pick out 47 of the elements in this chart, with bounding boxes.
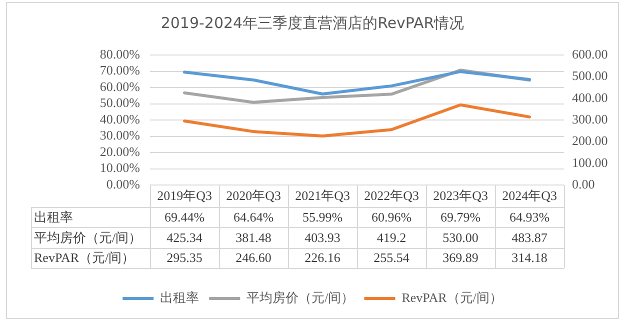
y-tick-label: 60.00% xyxy=(100,78,140,94)
data-label: 246.60 xyxy=(236,250,272,266)
y2-tick-label: 0.00 xyxy=(572,176,595,192)
data-label: 295.35 xyxy=(166,250,202,266)
data-label: 60.96% xyxy=(371,210,412,225)
data-label: 255.54 xyxy=(374,250,410,266)
y-tick-label: 70.00% xyxy=(100,62,140,78)
y-tick-label: 20.00% xyxy=(100,144,140,159)
data-label: 64.64% xyxy=(233,210,274,225)
legend-label: 平均房价（元/间） xyxy=(246,290,354,305)
data-label: 69.44% xyxy=(164,210,205,225)
y-tick-label: 0.00% xyxy=(106,176,140,192)
data-label: 403.93 xyxy=(304,230,340,245)
legend-label: 出租率 xyxy=(160,290,200,305)
data-label: 530.00 xyxy=(442,230,478,245)
y2-tick-label: 500.00 xyxy=(572,68,608,84)
data-label: 69.79% xyxy=(440,210,481,225)
y-tick-label: 40.00% xyxy=(100,111,140,126)
x-tick-label: 2020年Q3 xyxy=(226,188,281,204)
y2-tick-label: 300.00 xyxy=(572,111,608,126)
x-tick-label: 2023年Q3 xyxy=(433,188,488,204)
y-tick-label: 10.00% xyxy=(100,160,140,176)
data-label: 226.16 xyxy=(304,250,341,266)
y2-tick-label: 100.00 xyxy=(572,154,608,170)
y2-tick-label: 600.00 xyxy=(572,46,608,62)
data-label: 64.93% xyxy=(509,210,550,225)
data-label: 483.87 xyxy=(512,230,548,245)
y-tick-label: 50.00% xyxy=(100,95,140,110)
y2-tick-label: 200.00 xyxy=(572,133,608,148)
data-label: 314.18 xyxy=(512,250,548,266)
data-label: 381.48 xyxy=(236,230,272,245)
x-tick-label: 2021年Q3 xyxy=(295,188,350,204)
text: 出租率 xyxy=(34,210,73,225)
legend-label: RevPAR（元/间） xyxy=(402,290,502,305)
data-label: 425.34 xyxy=(166,230,203,245)
data-label: 55.99% xyxy=(302,210,343,225)
y-tick-label: 30.00% xyxy=(100,128,140,143)
y2-tick-label: 400.00 xyxy=(572,90,608,105)
x-tick-label: 2022年Q3 xyxy=(364,188,419,204)
chart-title: 2019-2024年三季度直营酒店的RevPAR情况 xyxy=(160,14,464,32)
x-tick-label: 2024年Q3 xyxy=(502,188,557,204)
text: 平均房价（元/间） xyxy=(34,230,142,245)
data-label: 419.2 xyxy=(376,230,406,245)
x-tick-label: 2019年Q3 xyxy=(157,188,212,204)
data-label: 369.89 xyxy=(442,250,478,266)
text: RevPAR（元/间） xyxy=(34,250,135,266)
y-tick-label: 80.00% xyxy=(100,46,140,62)
